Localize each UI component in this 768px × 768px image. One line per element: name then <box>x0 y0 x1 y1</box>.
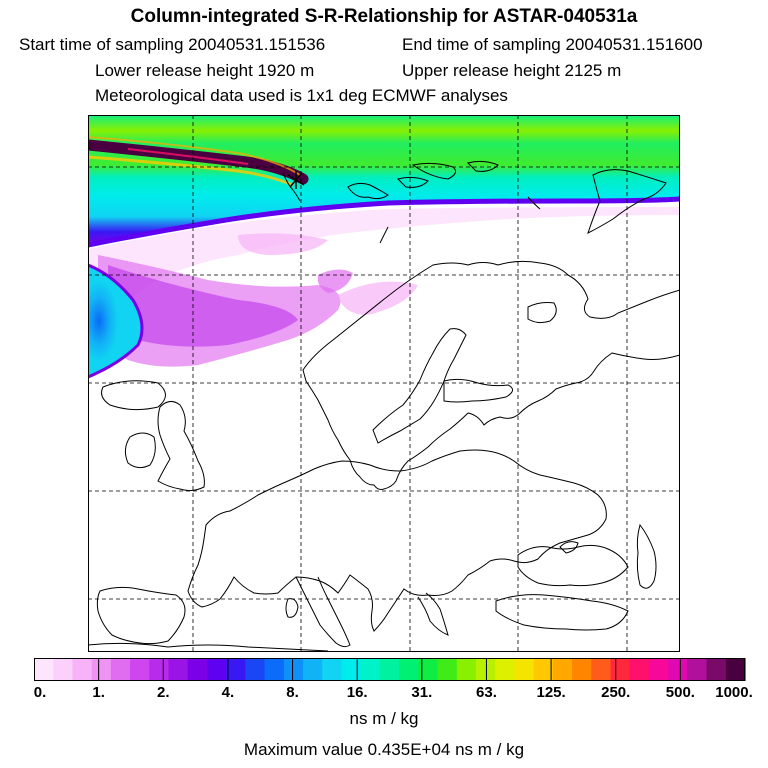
colorbar-cell <box>303 658 323 681</box>
colorbar-tick-label: 4. <box>221 684 235 701</box>
colorbar-tick-label: 250. <box>601 684 631 701</box>
coastline-white-sea <box>527 302 557 324</box>
footprint-band <box>88 115 680 245</box>
coastline-italy <box>295 576 351 648</box>
footprint-patch <box>338 281 418 315</box>
colorbar-cell <box>72 658 93 681</box>
colorbar-cell <box>437 658 458 681</box>
coastline-baltic <box>372 328 467 444</box>
colorbar <box>34 658 746 681</box>
plume-trail-fringe2 <box>88 136 301 176</box>
colorbar-cell <box>399 658 419 681</box>
coastline-africa <box>88 642 329 652</box>
colorbar-cell <box>206 658 227 681</box>
colorbar-cell <box>53 658 74 681</box>
coastline-svalbard <box>347 182 389 200</box>
colorbar-tick-label: 1. <box>92 684 105 701</box>
colorbar-cell <box>475 658 496 681</box>
upper-height-label: Upper release height 2125 m <box>402 61 622 80</box>
coastline-scandinavia <box>302 260 680 490</box>
coastline-anatolia <box>495 594 629 631</box>
coastline-iberia <box>96 586 186 645</box>
coastline-iceland <box>101 380 166 411</box>
footprint-haze <box>88 207 680 375</box>
figure-title: Column-integrated S-R-Relationship for A… <box>130 6 638 27</box>
coastline-crimea <box>559 541 579 554</box>
colorbar-cell <box>533 658 554 681</box>
footprint-patch <box>317 269 353 293</box>
footprint-blob-edge <box>88 263 144 379</box>
coastline-fjl2 <box>467 160 499 172</box>
colorbar-tick-label: 0. <box>33 684 47 701</box>
colorbar-cell <box>591 658 612 681</box>
colorbar-cell <box>648 658 669 681</box>
colorbar-cell <box>379 658 400 681</box>
coastline-svalbard2 <box>397 176 429 188</box>
footprint-patch <box>238 233 328 255</box>
colorbar-tick-label: 8. <box>286 684 299 701</box>
colorbar-cell <box>629 658 650 681</box>
met-data-label: Meteorological data used is 1x1 deg ECMW… <box>95 86 508 105</box>
coastline-gulf-finland <box>443 378 513 403</box>
colorbar-cell <box>725 658 746 681</box>
coastline-europe <box>187 449 607 632</box>
coastline-nz <box>587 169 667 234</box>
colorbar-cell <box>264 658 285 681</box>
colorbar-cell <box>245 658 266 681</box>
plume-trail-fringe <box>88 155 294 187</box>
coastline-greenland <box>282 172 301 202</box>
colorbar-tick-label: 63. <box>476 684 497 701</box>
coastline-caspian <box>636 523 657 589</box>
colorbar-cell <box>360 658 381 681</box>
colorbar-cell <box>514 658 535 681</box>
colorbar-cell <box>687 658 708 681</box>
colorbar-cell <box>456 658 477 681</box>
colorbar-tick-label: 1000. <box>715 684 753 701</box>
footprint-patch <box>108 265 298 347</box>
start-time-label: Start time of sampling 20040531.151536 <box>19 35 326 54</box>
colorbar-cell <box>149 658 170 681</box>
plume-trail-core <box>127 148 249 165</box>
colorbar-cell <box>552 658 573 681</box>
colorbar-cell <box>668 658 688 681</box>
coastline-nz2 <box>379 226 389 244</box>
colorbar-cell <box>34 658 54 681</box>
coastline-ireland <box>124 432 156 469</box>
colorbar-cell <box>130 658 150 681</box>
colorbar-tick-label: 500. <box>665 684 695 701</box>
colorbar-cell <box>226 658 246 681</box>
lat-lon-grid <box>88 115 680 652</box>
coastline-nz3 <box>527 196 541 210</box>
footprint-edge <box>88 196 680 248</box>
coastline-britain <box>157 401 205 492</box>
colorbar-cell <box>341 658 362 681</box>
colorbar-tick-label: 125. <box>536 684 566 701</box>
coastline-black-sea <box>517 544 629 587</box>
coastline-sardinia <box>285 598 299 618</box>
colorbar-tick-label: 16. <box>346 684 368 701</box>
footprint-blob <box>88 265 142 377</box>
end-time-label: End time of sampling 20040531.151600 <box>402 35 703 54</box>
colorbar-cell <box>610 658 631 681</box>
colorbar-cell <box>572 658 592 681</box>
colorbar-cell <box>110 658 131 681</box>
colorbar-tick-label: 31. <box>411 684 433 701</box>
release-site-marker <box>287 171 305 189</box>
colorbar-cell <box>495 658 516 681</box>
colorbar-units: ns m / kg <box>349 709 419 728</box>
colorbar-cell <box>418 658 439 681</box>
colorbar-cell <box>283 658 304 681</box>
colorbar-cell <box>91 658 112 681</box>
coastline-greece <box>417 592 449 636</box>
colorbar-cell <box>322 658 343 681</box>
maximum-value-label: Maximum value 0.435E+04 ns m / kg <box>243 740 525 759</box>
map-panel <box>88 115 680 652</box>
colorbar-cell <box>187 658 208 681</box>
colorbar-tick-label: 2. <box>157 684 170 701</box>
colorbar-cell <box>168 658 189 681</box>
colorbar-cell <box>706 658 727 681</box>
coastline-fjl <box>411 162 457 180</box>
lower-height-label: Lower release height 1920 m <box>95 61 315 80</box>
